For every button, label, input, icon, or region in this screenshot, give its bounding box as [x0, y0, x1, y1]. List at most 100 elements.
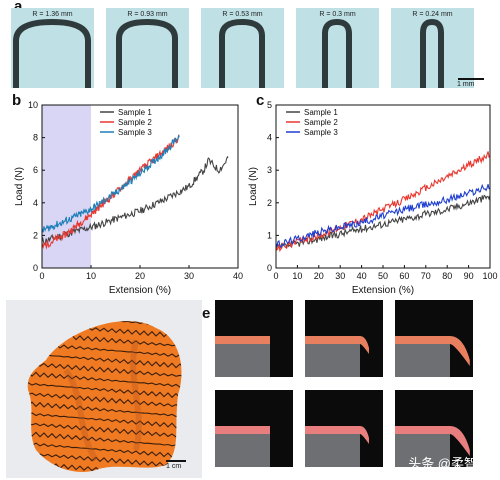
- fabric-wave-line: [27, 381, 182, 400]
- scale-bar-a-label: 1 mm: [457, 81, 475, 88]
- y-tick-label: 2: [33, 230, 38, 240]
- x-tick-label: 100: [482, 271, 497, 281]
- x-tick-label: 30: [335, 271, 345, 281]
- drape-photo-4: [215, 390, 293, 467]
- y-tick-label: 5: [267, 100, 272, 110]
- series-line-1: [275, 194, 491, 251]
- micrograph-5: R = 0.24 mm: [391, 8, 474, 88]
- fabric-strip: [215, 336, 270, 344]
- fabric-strip: [305, 336, 369, 354]
- support-block: [395, 432, 450, 467]
- legend-entry: Sample 3: [118, 128, 152, 137]
- legend-entry: Sample 2: [118, 118, 152, 127]
- legend-entry: Sample 2: [304, 118, 338, 127]
- micrograph-3: R = 0.53 mm: [201, 8, 284, 88]
- x-tick-label: 0: [273, 271, 278, 281]
- y-tick-label: 0: [267, 263, 272, 273]
- fiber-loop: [13, 18, 91, 88]
- legend-entry: Sample 1: [118, 108, 152, 117]
- fabric-wave-line: [27, 410, 182, 430]
- y-axis-label: Load (N): [248, 167, 259, 206]
- drape-photo-3: [395, 300, 473, 377]
- scale-bar-d-label: 1 cm: [166, 463, 182, 470]
- fabric-wave-line: [27, 430, 182, 449]
- watermark: 头条 @柔智绘: [408, 456, 490, 471]
- y-tick-label: 2: [267, 198, 272, 208]
- x-tick-label: 20: [135, 271, 145, 281]
- series-line-2: [275, 151, 491, 253]
- x-tick-label: 30: [184, 271, 194, 281]
- x-tick-label: 40: [357, 271, 367, 281]
- fabric-wave-line: [27, 400, 182, 419]
- legend-entry: Sample 3: [304, 128, 338, 137]
- x-axis-label: Extension (%): [352, 285, 414, 296]
- fiber-loop: [322, 18, 352, 88]
- radius-label: R = 1.36 mm: [32, 11, 73, 18]
- fabric-photo: 1 cm: [6, 300, 202, 478]
- drape-photo-6: [395, 390, 473, 467]
- radius-label: R = 0.3 mm: [319, 11, 356, 18]
- fabric-wave-line: [27, 440, 182, 460]
- radius-label: R = 0.53 mm: [222, 11, 263, 18]
- support-block: [305, 432, 360, 467]
- legend-entry: Sample 1: [304, 108, 338, 117]
- fabric-wave-line: [27, 452, 182, 469]
- y-tick-label: 0: [33, 263, 38, 273]
- shaded-region: [42, 105, 91, 268]
- x-axis-label: Extension (%): [109, 285, 171, 296]
- fiber-loop: [116, 18, 178, 88]
- chart-c: 0 10 20 30 40 50 60 70 80 90 100 0 1 2 3 4 5 Extension (%…: [248, 100, 498, 296]
- panel-c-label: c: [256, 92, 265, 109]
- fabric-wave-line: [27, 391, 182, 409]
- fabric-strip: [215, 426, 270, 434]
- y-tick-label: 6: [33, 165, 38, 175]
- fabric-strip: [305, 426, 369, 444]
- fiber-loop: [420, 18, 444, 88]
- x-tick-label: 50: [378, 271, 388, 281]
- support-block: [215, 342, 270, 377]
- micrograph-1: R = 1.36 mm: [11, 8, 94, 88]
- drape-photo-5: [305, 390, 383, 467]
- micrograph-4: R = 0.3 mm: [296, 8, 379, 88]
- y-tick-label: 3: [267, 165, 272, 175]
- x-tick-label: 0: [39, 271, 44, 281]
- y-tick-label: 10: [28, 100, 38, 110]
- fabric-strip: [395, 426, 470, 456]
- support-block: [215, 432, 270, 467]
- panel-b-label: b: [12, 92, 22, 109]
- panel-e-photos: [215, 300, 485, 470]
- fiber-loop: [219, 18, 265, 88]
- y-tick-label: 4: [33, 198, 38, 208]
- y-tick-label: 8: [33, 133, 38, 143]
- y-axis-label: Load (N): [14, 167, 25, 206]
- support-block: [305, 342, 360, 377]
- x-tick-label: 20: [314, 271, 324, 281]
- series-line-3: [275, 183, 491, 248]
- fabric-strip: [395, 336, 470, 366]
- fabric-drape-image: [27, 321, 182, 472]
- panel-a-label: a: [14, 0, 22, 15]
- radius-label: R = 0.24 mm: [412, 11, 453, 18]
- x-tick-label: 10: [292, 271, 302, 281]
- radius-label: R = 0.93 mm: [127, 11, 168, 18]
- scale-bar-d: [166, 460, 186, 462]
- fabric-wave-line: [27, 361, 182, 378]
- fabric-wave-line: [27, 370, 182, 390]
- support-block: [395, 342, 450, 377]
- series-line-3: [41, 135, 180, 233]
- x-tick-label: 40: [233, 271, 243, 281]
- y-tick-label: 1: [267, 230, 272, 240]
- x-tick-label: 60: [399, 271, 409, 281]
- panel-e-label: e: [202, 305, 211, 322]
- x-tick-label: 10: [86, 271, 96, 281]
- drape-photo-1: [215, 300, 293, 377]
- chart-b: 0 10 20 30 40 0 2 4 6 8 10 Extension (%) Load (N) Sam…: [14, 100, 243, 296]
- x-tick-label: 80: [442, 271, 452, 281]
- x-tick-label: 70: [421, 271, 431, 281]
- y-tick-label: 4: [267, 133, 272, 143]
- micrograph-2: R = 0.93 mm: [106, 8, 189, 88]
- drape-photo-2: [305, 300, 383, 377]
- fabric-wave-line: [27, 422, 182, 439]
- x-tick-label: 90: [464, 271, 474, 281]
- scale-bar-a: [458, 78, 484, 80]
